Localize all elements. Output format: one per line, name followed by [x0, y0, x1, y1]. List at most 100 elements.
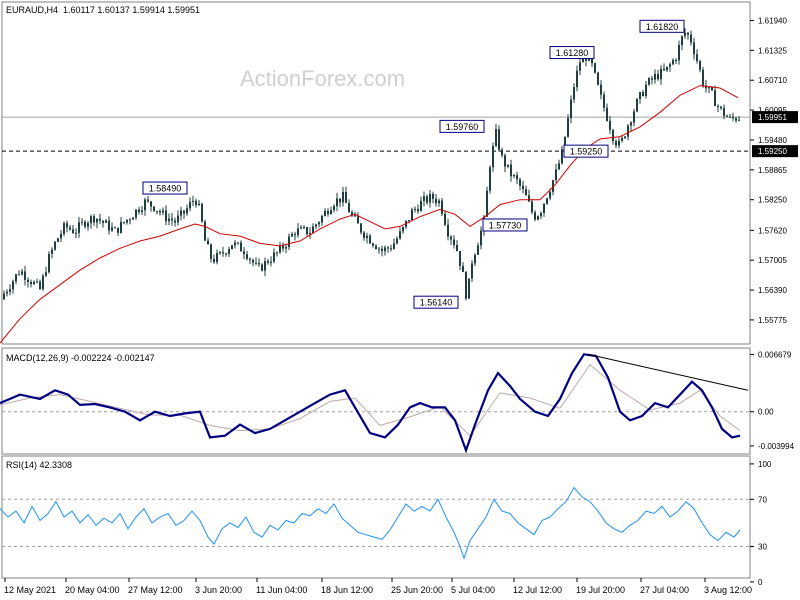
candle-body [18, 274, 20, 276]
candle-body [441, 200, 443, 214]
watermark: ActionForex.com [240, 66, 405, 91]
candle-body [378, 248, 380, 250]
candle-body [696, 54, 698, 62]
candle-body [327, 211, 329, 215]
candle-body [546, 198, 548, 204]
candle-body [435, 198, 437, 204]
candle-body [288, 236, 290, 247]
candle-body [366, 235, 368, 238]
candle-body [711, 87, 713, 91]
candle-body [51, 249, 53, 254]
candle-body [87, 223, 89, 227]
candle-body [111, 227, 113, 231]
candle-body [660, 68, 662, 80]
rsi-panel-frame [1, 455, 751, 579]
candle-body [609, 120, 611, 130]
candle-body [75, 232, 77, 234]
candle-body [393, 243, 395, 249]
candle-body [714, 90, 716, 106]
candle-body [561, 149, 563, 164]
candle-body [237, 242, 239, 244]
price-tick-label: 1.58865 [758, 166, 787, 175]
candle-body [33, 281, 35, 285]
candle-body [45, 272, 47, 276]
candle-body [72, 229, 74, 234]
price-tick-label: 1.60095 [758, 106, 787, 115]
candle-body [447, 224, 449, 237]
candle-body [402, 226, 404, 232]
price-tick-label: 1.60710 [758, 76, 787, 85]
moving-average-line [0, 85, 739, 344]
candle-body [348, 203, 350, 213]
candle-body [114, 227, 116, 229]
time-tick-label: 25 Jun 20:00 [391, 585, 443, 595]
price-annotation-box [142, 181, 188, 195]
current-price-box [752, 111, 798, 124]
candle-body [381, 248, 383, 252]
price-annotations: 1.58490 1.61820 1.61280 1.59760 1.59250 1.577… [142, 19, 685, 309]
time-tick-label: 27 Jul 04:00 [640, 585, 689, 595]
candle-body [129, 219, 131, 221]
candle-body [705, 85, 707, 89]
candle-body [273, 252, 275, 262]
candle-body [390, 248, 392, 250]
candle-body [222, 252, 224, 254]
candle-body [96, 218, 98, 223]
price-annotation-label: 1.61820 [646, 22, 679, 32]
candle-body [486, 190, 488, 217]
price-tick-label: 1.61940 [758, 16, 787, 25]
candle-body [243, 251, 245, 255]
candle-body [501, 149, 503, 156]
candle-body [591, 56, 593, 64]
candle-body [54, 241, 56, 250]
time-tick-label: 27 May 12:00 [128, 585, 183, 595]
candle-body [459, 251, 461, 266]
rsi-tick-label: 0 [758, 578, 763, 587]
candle-body [3, 293, 5, 300]
candle-body [429, 193, 431, 203]
candle-body [375, 245, 377, 250]
candle-body [720, 106, 722, 109]
candle-body [300, 227, 302, 229]
candle-body [492, 145, 494, 168]
candle-body [516, 175, 518, 180]
price-annotation-label: 1.61280 [556, 48, 589, 58]
candle-body [453, 239, 455, 245]
candle-body [537, 216, 539, 220]
candle-body [63, 223, 65, 234]
candle-body [12, 281, 14, 290]
candle-body [735, 118, 737, 121]
candle-body [225, 253, 227, 255]
candle-body [414, 208, 416, 210]
candle-body [279, 245, 281, 253]
candle-body [648, 78, 650, 85]
rsi-tick-label: 30 [758, 543, 767, 552]
candle-body [444, 213, 446, 225]
rsi-panel: RSI(14) 42.3308 [0, 455, 751, 579]
candle-body [246, 254, 248, 259]
macd-panel-frame [1, 347, 751, 455]
rsi-level-lines [2, 498, 750, 547]
candle-body [159, 211, 161, 213]
candle-body [330, 210, 332, 215]
candle-body [234, 242, 236, 246]
candle-body [141, 210, 143, 213]
candle-body [600, 84, 602, 95]
candle-body [507, 164, 509, 167]
candle-body [372, 243, 374, 246]
candle-body [303, 227, 305, 229]
candle-body [228, 249, 230, 254]
candle-body [567, 118, 569, 137]
candle-body [66, 223, 68, 228]
time-tick-label: 12 Jul 12:00 [513, 585, 562, 595]
rsi-tick-label: 100 [758, 460, 772, 469]
candle-body [42, 275, 44, 290]
time-tick-label: 11 Jun 04:00 [256, 585, 307, 595]
price-annotation-label: 1.59760 [446, 122, 479, 132]
candle-body [192, 200, 194, 202]
price-panel-frame [1, 1, 751, 345]
macd-signal-line [0, 363, 741, 437]
support-level-label: 1.59250 [758, 147, 787, 156]
candle-body [27, 279, 29, 282]
